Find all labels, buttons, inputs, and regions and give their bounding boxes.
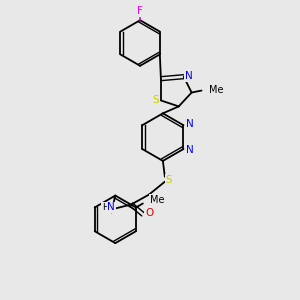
Text: Me: Me [209,85,224,94]
Text: O: O [145,208,153,218]
Text: N: N [185,119,193,129]
Text: S: S [153,95,159,106]
Text: S: S [166,175,172,185]
Text: H: H [102,203,109,212]
Text: N: N [185,145,193,155]
Text: N: N [185,71,193,81]
Text: N: N [107,202,115,212]
Text: Me: Me [150,194,164,205]
Text: F: F [137,6,143,16]
